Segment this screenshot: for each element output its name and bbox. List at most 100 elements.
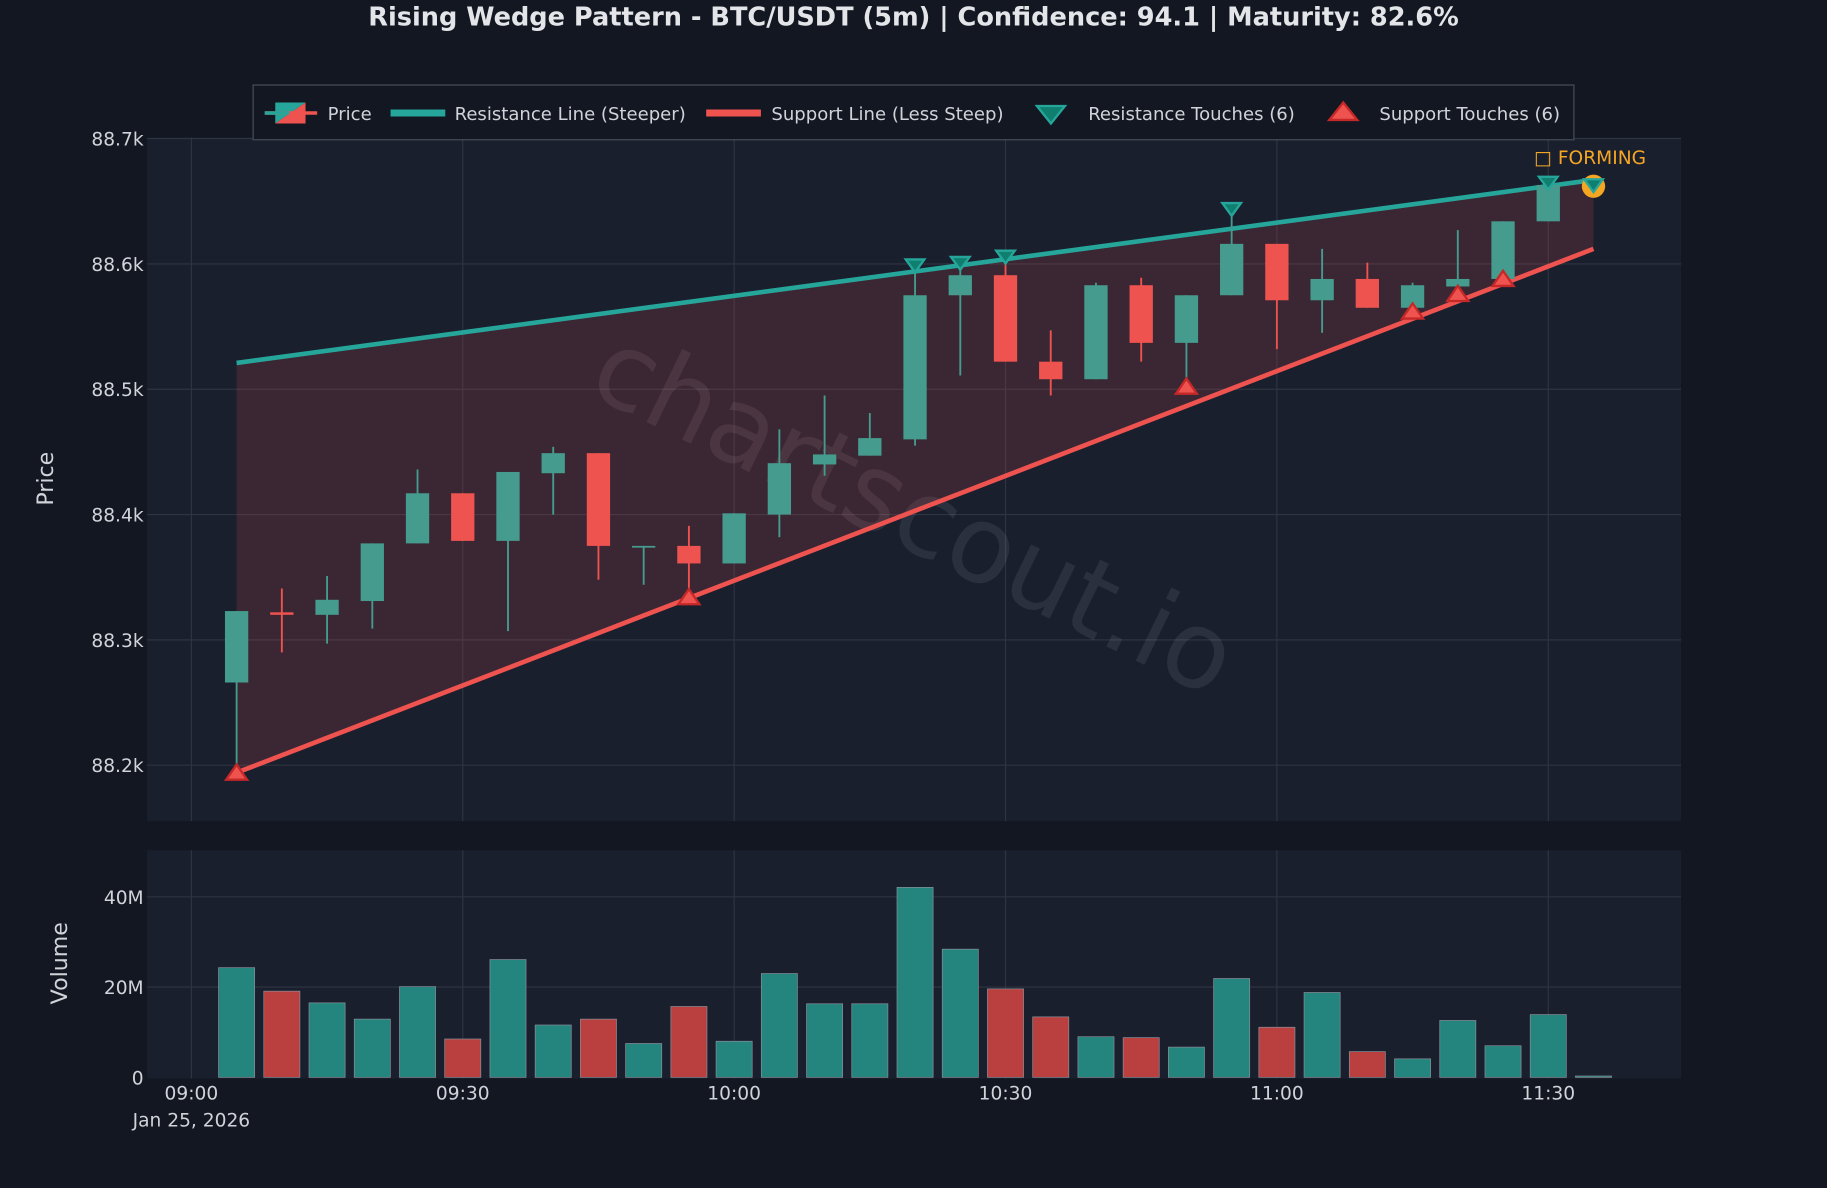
volume-bar xyxy=(399,986,436,1078)
wedge-fill xyxy=(236,179,1594,773)
volume-tick-label: 20M xyxy=(104,978,144,999)
candle-body xyxy=(315,599,339,615)
candle-body xyxy=(812,454,837,465)
candle-body xyxy=(1220,243,1244,296)
time-tick-label: 09:00 xyxy=(165,1083,219,1104)
candle-body xyxy=(948,275,972,296)
x-date-label: Jan 25, 2026 xyxy=(132,1110,251,1131)
volume-bar xyxy=(218,967,256,1078)
resistance-touch-marker xyxy=(903,258,927,275)
volume-bar xyxy=(851,1003,889,1078)
legend-resistance-touches: Resistance Touches (6) xyxy=(1088,104,1295,125)
volume-bar xyxy=(1258,1026,1296,1078)
candle-body xyxy=(1310,278,1334,301)
volume-bar xyxy=(1213,978,1251,1078)
volume-bar xyxy=(806,1003,843,1078)
volume-axis-label: Volume xyxy=(47,922,73,1004)
candle-body xyxy=(903,295,927,440)
candle-body xyxy=(1129,285,1153,343)
price-tick-label: 88.6k xyxy=(91,255,143,276)
price-tick-label: 88.3k xyxy=(91,631,143,652)
candle-body xyxy=(1174,295,1199,343)
volume-bar xyxy=(987,988,1024,1078)
candle-body xyxy=(1084,285,1108,380)
price-tick-label: 88.7k xyxy=(91,130,143,151)
volume-bar xyxy=(444,1038,482,1078)
legend-resistance: Resistance Line (Steeper) xyxy=(455,104,686,125)
candle-body xyxy=(541,453,565,474)
axes: 88.2k 88.3k 88.4k 88.5k 88.6k 88.7k 0 20M 40M 09:… xyxy=(91,130,1575,1105)
time-tick-label: 10:30 xyxy=(979,1083,1033,1104)
candle-body xyxy=(677,545,701,564)
support-touch-marker xyxy=(223,762,250,781)
candle-body xyxy=(722,513,746,564)
volume-bar xyxy=(353,1018,391,1078)
resistance-touch-marker xyxy=(1581,178,1606,195)
volume-bar xyxy=(1122,1037,1160,1078)
volume-bar xyxy=(308,1002,346,1078)
candle-body xyxy=(360,543,384,602)
volume-bar xyxy=(670,1006,708,1078)
price-axis-label: Price xyxy=(33,452,59,506)
candle-body xyxy=(993,275,1018,362)
candle-body xyxy=(586,453,611,546)
volume-bar xyxy=(1348,1051,1386,1078)
volume-bars xyxy=(218,886,1612,1078)
volume-bar xyxy=(489,959,527,1078)
legend-support-touches: Support Touches (6) xyxy=(1379,104,1560,125)
support-touch-marker xyxy=(1173,376,1200,395)
volume-bar xyxy=(1575,1075,1612,1078)
candle-body xyxy=(1265,243,1289,301)
support-touch-marker xyxy=(676,587,702,606)
candle-body xyxy=(496,471,520,541)
volume-bar xyxy=(534,1024,572,1078)
support-touch-marker xyxy=(1490,268,1516,288)
legend-support-touch-icon xyxy=(1326,100,1360,122)
volume-bar xyxy=(263,990,301,1078)
volume-bar xyxy=(1529,1014,1567,1078)
candle-body xyxy=(224,611,249,683)
support-touch-marker xyxy=(1445,283,1471,303)
volume-bar xyxy=(896,886,934,1078)
time-tick-label: 10:00 xyxy=(707,1083,761,1104)
resistance-touch-marker xyxy=(1220,201,1244,218)
time-tick-label: 11:30 xyxy=(1521,1083,1575,1104)
price-tick-label: 88.5k xyxy=(91,380,143,401)
candle-body xyxy=(1536,184,1560,222)
time-tick-label: 11:00 xyxy=(1250,1083,1304,1104)
price-tick-label: 88.4k xyxy=(91,506,143,527)
support-line xyxy=(235,246,1595,775)
support-touch-marker xyxy=(1399,301,1426,320)
volume-bar xyxy=(1303,992,1341,1078)
forming-annotation: □ FORMING xyxy=(1534,148,1646,169)
candle-body xyxy=(405,493,430,544)
volume-bar xyxy=(1077,1036,1115,1078)
volume-bar xyxy=(1168,1046,1205,1078)
candle-body xyxy=(632,545,656,548)
time-tick-label: 09:30 xyxy=(436,1083,490,1104)
volume-bar xyxy=(580,1018,617,1078)
volume-bar xyxy=(1394,1058,1431,1078)
candle-body xyxy=(1355,278,1379,308)
legend-price-swatch xyxy=(264,102,318,124)
legend-support: Support Line (Less Steep) xyxy=(771,104,1003,125)
candle-body xyxy=(1039,361,1063,380)
legend: Price Resistance Line (Steeper) Support … xyxy=(252,84,1575,141)
volume-tick-label: 40M xyxy=(104,888,144,909)
touch-markers xyxy=(223,174,1606,781)
candle-body xyxy=(1491,221,1515,279)
candles xyxy=(224,183,1606,773)
volume-bar xyxy=(1439,1020,1477,1078)
candle-body xyxy=(858,438,882,456)
volume-bar xyxy=(1032,1016,1070,1078)
resistance-touch-marker xyxy=(1536,175,1560,192)
legend-resistance-touch-icon xyxy=(1034,104,1068,126)
volume-bar xyxy=(1484,1045,1522,1078)
price-tick-label: 88.2k xyxy=(91,756,143,777)
volume-bar xyxy=(715,1040,753,1078)
volume-bar xyxy=(941,948,979,1078)
candle-body xyxy=(1400,285,1425,308)
volume-tick-label: 0 xyxy=(132,1068,144,1089)
legend-price: Price xyxy=(328,104,372,125)
